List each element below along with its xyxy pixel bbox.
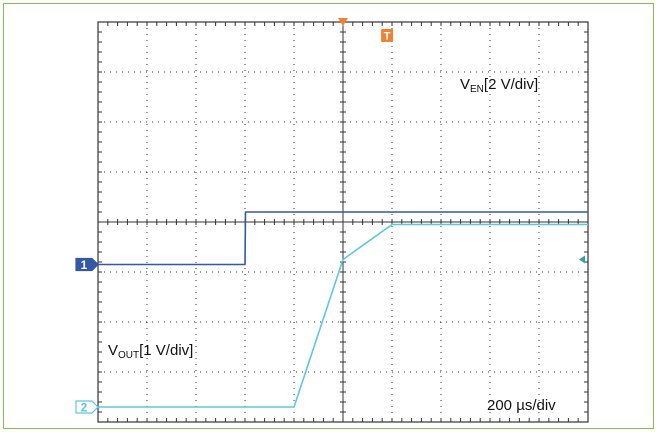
trigger-t-marker: T xyxy=(381,29,394,43)
channel-2-marker: 2 xyxy=(75,400,99,415)
svg-text:2: 2 xyxy=(81,401,88,415)
ven-label: VEN[2 V/div] xyxy=(460,76,538,95)
vout-label: VOUT[1 V/div] xyxy=(108,342,193,361)
svg-text:T: T xyxy=(384,31,391,43)
series-2-trace xyxy=(98,223,588,408)
series-1-trace xyxy=(98,211,588,266)
channel-1-marker: 1 xyxy=(75,257,99,272)
trigger-position-marker xyxy=(338,18,348,26)
scope-frame xyxy=(3,3,654,429)
svg-text:1: 1 xyxy=(81,258,88,272)
trace-layer xyxy=(98,211,588,408)
trigger-level-arrow xyxy=(579,255,585,264)
time-scale-label: 200 µs/div xyxy=(487,397,556,414)
marker-layer: 1 2 T xyxy=(75,18,585,415)
